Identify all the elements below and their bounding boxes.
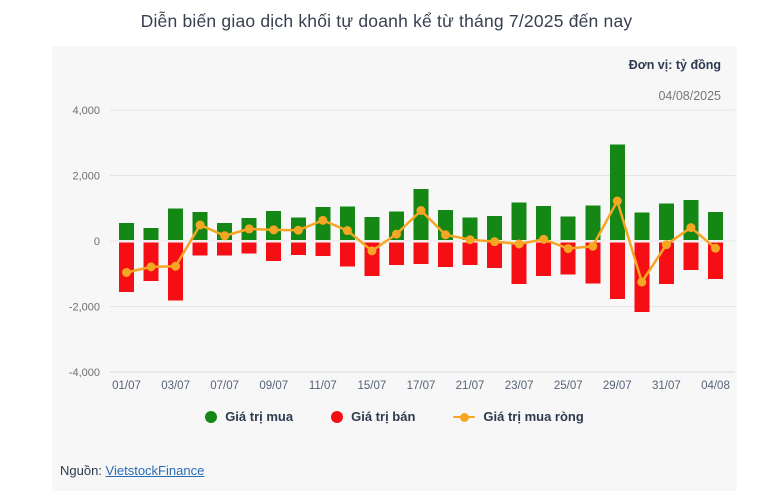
legend-item-sell[interactable]: Giá trị bán	[331, 409, 415, 424]
legend-item-net[interactable]: Giá trị mua ròng	[453, 409, 584, 424]
legend-label-buy: Giá trị mua	[225, 409, 294, 424]
source-line: Nguồn: VietstockFinance	[60, 463, 204, 478]
svg-text:11/07: 11/07	[309, 380, 337, 392]
legend-label-sell: Giá trị bán	[351, 409, 416, 424]
buy-series-dot-icon	[205, 410, 218, 423]
svg-text:04/08: 04/08	[701, 380, 730, 392]
svg-text:17/07: 17/07	[407, 380, 436, 392]
chart-panel: 4,000 2,000 0 -2,000 -4,000 01/07 03/07 07/07 09…	[52, 46, 737, 491]
svg-text:25/07: 25/07	[554, 380, 583, 392]
svg-text:0: 0	[94, 236, 100, 248]
svg-text:09/07: 09/07	[259, 380, 288, 392]
svg-text:07/07: 07/07	[210, 380, 239, 392]
svg-text:4,000: 4,000	[72, 105, 100, 117]
source-prefix: Nguồn:	[60, 463, 102, 478]
svg-text:29/07: 29/07	[603, 380, 632, 392]
legend-item-buy[interactable]: Giá trị mua	[205, 409, 293, 424]
svg-text:31/07: 31/07	[652, 380, 681, 392]
svg-text:15/07: 15/07	[358, 380, 387, 392]
unit-label: Đơn vị: tỷ đồng	[628, 58, 721, 72]
chart-legend: Giá trị mua Giá trị bán Giá trị mua ròng	[52, 409, 737, 424]
svg-text:23/07: 23/07	[505, 380, 534, 392]
legend-label-net: Giá trị mua ròng	[483, 409, 584, 424]
svg-text:-4,000: -4,000	[69, 367, 100, 379]
svg-text:21/07: 21/07	[456, 380, 485, 392]
svg-text:-2,000: -2,000	[69, 302, 100, 314]
svg-text:2,000: 2,000	[72, 171, 100, 183]
svg-text:03/07: 03/07	[161, 380, 190, 392]
date-label: 04/08/2025	[658, 89, 721, 103]
page-title: Diễn biến giao dịch khối tự doanh kể từ …	[140, 11, 633, 31]
net-series-line-icon	[453, 411, 476, 423]
source-link[interactable]: VietstockFinance	[105, 463, 205, 478]
svg-text:01/07: 01/07	[112, 380, 141, 392]
chart-canvas: 4,000 2,000 0 -2,000 -4,000 01/07 03/07 07/07 09…	[69, 105, 735, 392]
sell-series-dot-icon	[331, 410, 344, 423]
